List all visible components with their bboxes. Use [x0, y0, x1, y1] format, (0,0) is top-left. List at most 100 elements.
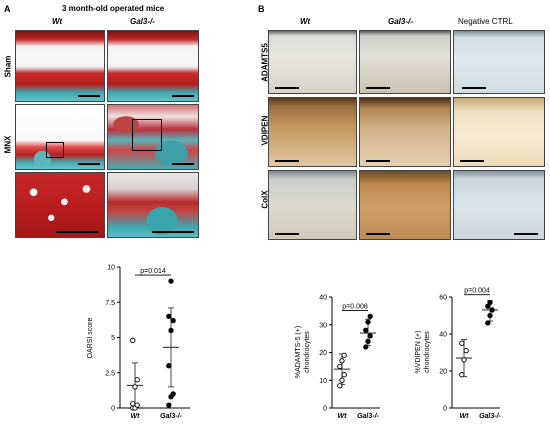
- y-tick-label: 0: [111, 406, 115, 413]
- data-point: [365, 319, 371, 325]
- data-point: [132, 384, 138, 390]
- data-point: [487, 312, 493, 319]
- ihc-vdipen-neg: [453, 97, 545, 167]
- panel-a-col-ko: Gal3-/-: [130, 17, 155, 26]
- x-tick-label: Gal3-/-: [357, 413, 379, 420]
- x-tick-label: Gal3-/-: [479, 413, 501, 420]
- scale-bar: [514, 233, 538, 235]
- data-point: [367, 313, 373, 320]
- histology-sham-ko: [107, 30, 199, 102]
- y-axis-label: OARSI score: [87, 317, 94, 358]
- data-point: [485, 320, 491, 326]
- data-point: [485, 303, 491, 309]
- y-tick-label: 5: [111, 335, 115, 342]
- data-point: [365, 338, 371, 345]
- significance-label: p=0.004: [464, 288, 490, 295]
- data-point: [367, 333, 373, 339]
- ihc-adamts-wt: [268, 30, 357, 94]
- ihc-vdipen-wt: [268, 97, 357, 167]
- ihc-adamts-ko: [359, 30, 451, 94]
- data-point: [166, 313, 172, 319]
- panel-b-col-wt: Wt: [300, 17, 311, 26]
- data-point: [170, 317, 176, 324]
- x-tick-label: Gal3-/-: [160, 413, 182, 420]
- data-point: [341, 352, 347, 358]
- ihc-adamts-neg: [453, 30, 545, 94]
- panel-b-letter: B: [258, 4, 265, 14]
- data-point: [337, 363, 343, 370]
- data-point: [337, 383, 343, 389]
- x-tick-label: Wt: [131, 413, 141, 420]
- y-tick-label: 0: [443, 406, 447, 413]
- y-tick-label: 10: [107, 265, 115, 272]
- histology-zoom-wt: [15, 172, 105, 238]
- chart-0: 0 2.5 5 7.5 10 OARSI score Wt Gal3-/- p=0.014: [87, 265, 190, 420]
- zoom-box: [132, 119, 162, 151]
- panel-b-col-ko: Gal3-/-: [388, 17, 413, 26]
- data-point: [461, 357, 467, 363]
- y-tick-label: 20: [439, 369, 447, 376]
- data-point: [166, 363, 172, 369]
- data-point: [166, 402, 172, 408]
- y-tick-label: 40: [439, 332, 447, 339]
- scale-bar: [78, 95, 100, 97]
- y-tick-label: 30: [319, 322, 327, 329]
- data-point: [459, 372, 465, 378]
- data-point: [487, 299, 493, 306]
- y-axis-label: chondrocytes: [424, 331, 431, 373]
- scale-bar: [275, 160, 299, 162]
- zoom-box: [46, 142, 64, 158]
- y-tick-label: 10: [319, 378, 327, 385]
- scale-bar: [275, 233, 299, 235]
- data-point: [363, 327, 369, 333]
- data-point: [168, 278, 174, 284]
- ihc-colx-neg: [453, 170, 545, 240]
- data-point: [339, 377, 345, 383]
- ihc-colx-ko: [359, 170, 451, 240]
- data-point: [134, 377, 140, 383]
- panel-a-title: 3 month-old operated mice: [62, 4, 165, 13]
- scale-bar: [366, 160, 390, 162]
- scale-bar: [172, 163, 194, 165]
- data-point: [363, 344, 369, 350]
- data-point: [130, 337, 136, 343]
- chart-2: 0 20 40 60 %VDIPEN (+) chondrocytes Wt Gal3-/- p…: [415, 288, 502, 420]
- ihc-colx-wt: [268, 170, 357, 240]
- y-axis-label: chondrocytes: [304, 331, 311, 373]
- data-point: [463, 347, 469, 354]
- scale-bar: [152, 231, 194, 233]
- significance-label: p=0.008: [342, 303, 368, 310]
- histology-zoom-ko: [107, 172, 199, 238]
- chart-1: 0 10 20 30 40 %ADAMTS-5 (+) chondrocytes Wt Gal3…: [295, 295, 380, 420]
- y-axis-label: %VDIPEN (+): [415, 331, 422, 374]
- data-point: [130, 401, 136, 407]
- scale-bar: [366, 233, 390, 235]
- data-point: [341, 372, 347, 378]
- significance-label: p=0.014: [140, 268, 166, 275]
- x-tick-label: Wt: [338, 413, 348, 420]
- y-tick-label: 40: [319, 295, 327, 302]
- data-point: [170, 391, 176, 397]
- y-tick-label: 60: [439, 295, 447, 302]
- scale-bar: [275, 87, 299, 89]
- scale-bar: [460, 160, 484, 162]
- scale-bar: [78, 163, 100, 165]
- scale-bar: [366, 87, 390, 89]
- y-tick-label: 7.5: [105, 300, 115, 307]
- panel-a-letter: A: [4, 4, 11, 14]
- x-tick-label: Wt: [460, 413, 470, 420]
- histology-mnx-wt: [15, 104, 105, 170]
- y-axis-label: %ADAMTS-5 (+): [295, 326, 302, 378]
- panel-a-col-wt: Wt: [52, 17, 63, 26]
- scale-bar: [56, 231, 98, 233]
- histology-mnx-ko: [107, 104, 199, 170]
- data-point: [489, 307, 495, 313]
- data-point: [168, 327, 174, 334]
- data-point: [134, 402, 140, 408]
- y-tick-label: 0: [323, 406, 327, 413]
- y-tick-label: 20: [319, 350, 327, 357]
- y-tick-label: 2.5: [105, 370, 115, 377]
- ihc-vdipen-ko: [359, 97, 451, 167]
